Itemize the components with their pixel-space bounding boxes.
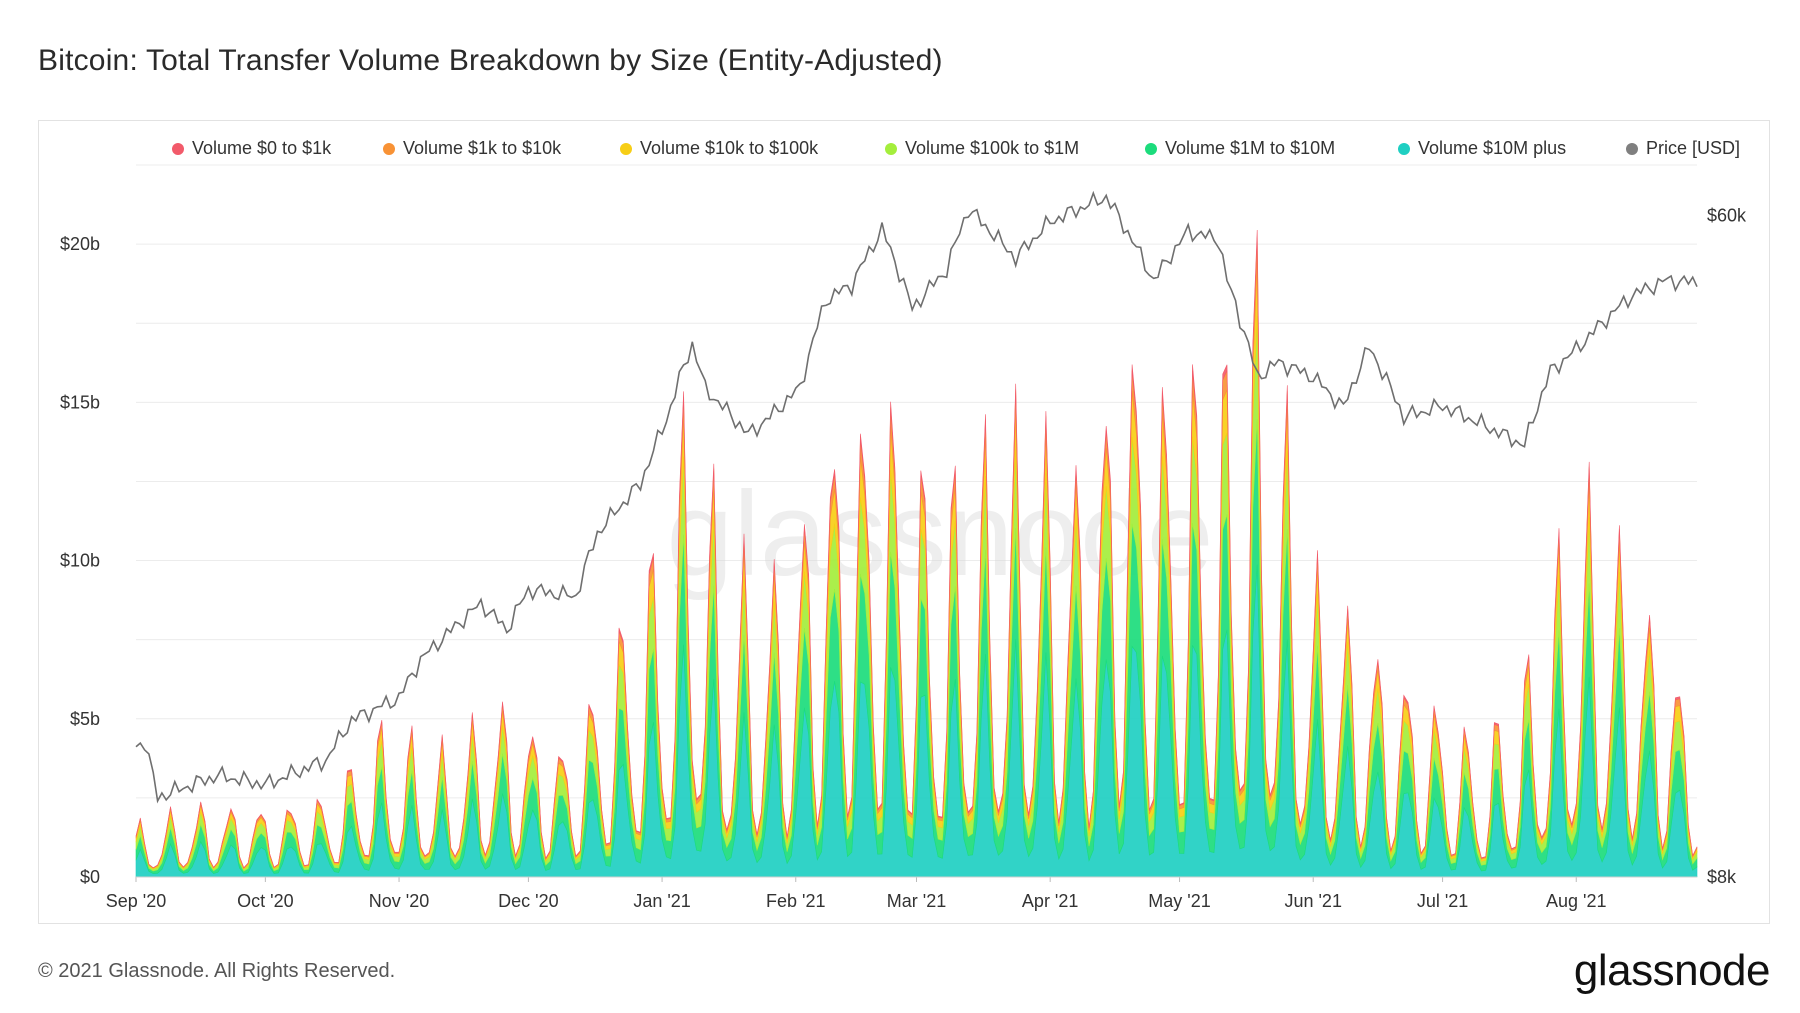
legend-item-vol-100k-1m[interactable]: Volume $100k to $1M <box>885 138 1079 159</box>
y-left-tick-label: $15b <box>60 392 100 412</box>
legend-item-vol-0-1k[interactable]: Volume $0 to $1k <box>172 138 331 159</box>
x-tick-label: May '21 <box>1148 891 1210 911</box>
y-left-tick-label: $5b <box>70 709 100 729</box>
legend-dot-icon <box>383 142 395 155</box>
y-left-tick-label: $10b <box>60 551 100 571</box>
chart-frame <box>38 120 1770 924</box>
legend-dot-icon <box>1398 142 1410 155</box>
x-tick-label: Feb '21 <box>766 891 825 911</box>
chart-title: Bitcoin: Total Transfer Volume Breakdown… <box>38 44 943 77</box>
x-tick-label: Jun '21 <box>1284 891 1341 911</box>
y-left-tick-label: $20b <box>60 234 100 254</box>
legend-item-vol-1m-10m[interactable]: Volume $1M to $10M <box>1145 138 1335 159</box>
x-tick-label: Sep '20 <box>106 891 167 911</box>
y-right-tick-label: $60k <box>1707 206 1747 226</box>
area-series-0 <box>135 229 1698 869</box>
legend-label: Volume $1M to $10M <box>1165 138 1336 158</box>
legend-dot-icon <box>1145 142 1157 155</box>
y-left-tick-label: $0 <box>80 867 100 887</box>
glassnode-logo: glassnode <box>1573 946 1771 995</box>
legend-label: Volume $10k to $100k <box>640 138 819 158</box>
x-tick-label: Dec '20 <box>498 891 558 911</box>
legend-item-vol-10k-100k[interactable]: Volume $10k to $100k <box>620 138 818 159</box>
legend-dot-icon <box>620 142 632 155</box>
legend-label: Volume $0 to $1k <box>192 138 332 158</box>
y-right-tick-label: $8k <box>1707 867 1737 887</box>
copyright-footer: © 2021 Glassnode. All Rights Reserved. <box>38 960 396 982</box>
legend-item-vol-1k-10k[interactable]: Volume $1k to $10k <box>383 138 561 159</box>
x-tick-label: Oct '20 <box>237 891 293 911</box>
price-line <box>135 190 1698 804</box>
legend-item-price[interactable]: Price [USD] <box>1626 138 1740 159</box>
legend-label: Volume $100k to $1M <box>905 138 1080 158</box>
x-tick-label: Aug '21 <box>1546 891 1607 911</box>
legend-dot-icon <box>1626 142 1638 155</box>
legend-dot-icon <box>172 142 184 155</box>
legend-label: Volume $1k to $10k <box>403 138 562 158</box>
x-tick-label: Nov '20 <box>369 891 429 911</box>
legend-label: Price [USD] <box>1646 138 1741 158</box>
x-tick-label: Jan '21 <box>633 891 690 911</box>
legend-label: Volume $10M plus <box>1418 138 1567 158</box>
legend-item-vol-10m-plus[interactable]: Volume $10M plus <box>1398 138 1566 159</box>
x-tick-label: Apr '21 <box>1022 891 1078 911</box>
x-tick-label: Mar '21 <box>887 891 946 911</box>
legend-dot-icon <box>885 142 897 155</box>
watermark-text: glassnode <box>666 467 1213 601</box>
x-tick-label: Jul '21 <box>1417 891 1468 911</box>
chart-legend: Volume $0 to $1k Volume $1k to $10k Volu… <box>0 138 1800 162</box>
